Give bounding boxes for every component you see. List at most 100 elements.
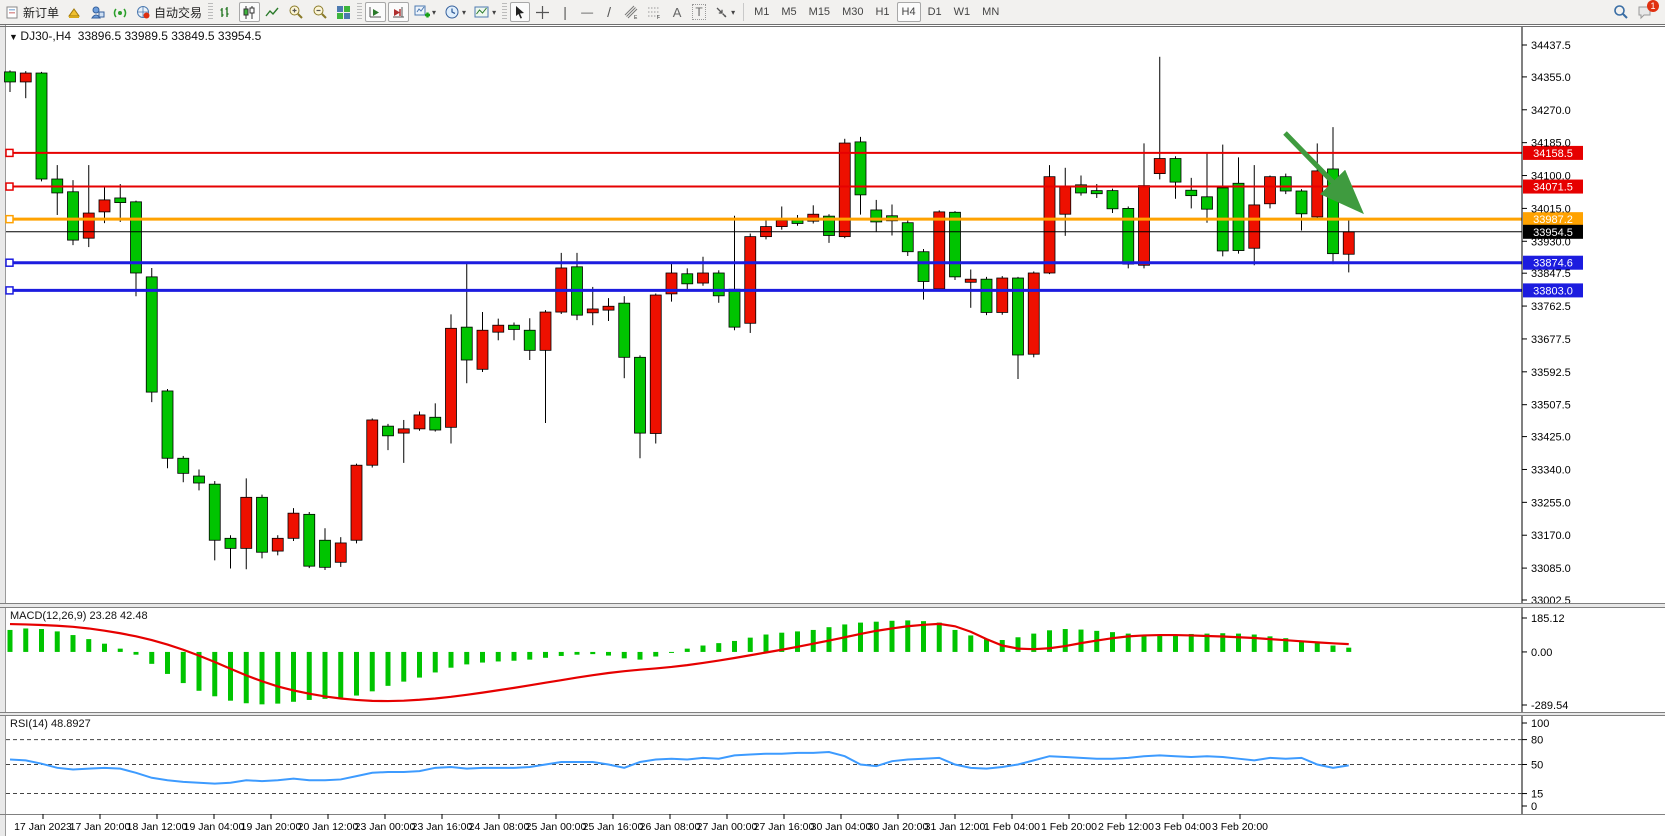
channel-tool[interactable]: E (621, 2, 642, 22)
tab-m5[interactable]: M5 (781, 6, 797, 18)
macd-bar (1283, 638, 1289, 652)
zoom-in-button[interactable] (285, 2, 307, 22)
macd-tick-label: 185.12 (1531, 613, 1565, 625)
candle-body (366, 419, 379, 466)
price-tag-label: 34071.5 (1533, 182, 1573, 194)
text-a-icon: A (672, 4, 682, 20)
macd-bar (558, 651, 564, 656)
vertical-line-tool[interactable]: | (555, 2, 575, 22)
time-tick-label: 18 Jan 12:00 (127, 821, 188, 833)
macd-bar (810, 629, 816, 652)
macd-bar (70, 635, 76, 652)
autotrading-button[interactable]: 自动交易 (133, 2, 205, 22)
hline-anchor[interactable] (5, 182, 14, 191)
macd-bar (936, 622, 942, 652)
autotrading-icon (137, 5, 150, 18)
search-button[interactable] (1610, 2, 1632, 22)
line-chart-button[interactable] (262, 2, 283, 22)
pane-separator[interactable] (0, 712, 1665, 716)
candle-body (240, 496, 253, 549)
macd-bar (921, 621, 926, 652)
tab-w1[interactable]: W1 (953, 6, 971, 18)
macd-bar (1031, 633, 1037, 652)
tab-h4[interactable]: H4 (896, 2, 921, 22)
candle-body (476, 329, 489, 370)
hline-anchor[interactable] (5, 214, 14, 224)
text-box-tool[interactable]: T (689, 2, 709, 22)
time-tick-label: 20 Jan 12:00 (298, 821, 359, 833)
tab-m30[interactable]: M30 (842, 6, 864, 18)
tile-windows-button[interactable] (333, 2, 354, 22)
macd-bar (401, 651, 407, 682)
rsi-tick-label: 80 (1531, 735, 1543, 747)
candle-body (838, 142, 851, 238)
tab-m1[interactable]: M1 (754, 6, 770, 18)
one-click-trading-toggle[interactable]: ▼ (9, 32, 21, 42)
new-chart-button[interactable]: ▾ (411, 2, 439, 22)
price-tag (1523, 212, 1583, 227)
candle-body (114, 197, 127, 204)
svg-text:E: E (634, 15, 638, 20)
time-tick-label: 19 Jan 20:00 (241, 821, 302, 833)
macd-bar (621, 651, 627, 659)
horizontal-line-tool[interactable]: — (577, 2, 597, 22)
macd-bar (763, 634, 769, 652)
candlestick-chart-button[interactable] (239, 2, 261, 22)
macd-bar (574, 651, 580, 655)
candle-body (823, 215, 835, 236)
candle-body (964, 278, 977, 283)
candle-body (775, 219, 788, 227)
hline-anchor[interactable] (5, 286, 14, 295)
tab-m15[interactable]: M15 (808, 6, 831, 18)
macd-bar (1047, 630, 1052, 652)
macd-bar (590, 651, 596, 655)
price-tick-label: 34355.0 (1531, 72, 1571, 84)
macd-bar (448, 651, 454, 668)
price-tick-label: 34437.5 (1531, 40, 1571, 52)
signals-button[interactable] (110, 2, 131, 22)
trend-arrow-annotation[interactable] (1283, 131, 1364, 215)
pane-separator[interactable] (0, 603, 1665, 608)
trendline-tool[interactable]: / (599, 2, 619, 22)
tab-d1[interactable]: D1 (927, 6, 942, 18)
candle-body (1185, 189, 1198, 197)
cursor-button[interactable] (510, 2, 531, 22)
hline-anchor[interactable] (5, 258, 14, 267)
zoom-out-button[interactable] (309, 2, 331, 22)
crosshair-button[interactable] (532, 2, 553, 22)
candle-body (208, 483, 221, 541)
candle-body (508, 324, 520, 330)
tab-h1[interactable]: H1 (875, 6, 890, 18)
tab-mn[interactable]: MN (982, 6, 1000, 18)
bar-chart-button[interactable] (216, 2, 237, 22)
candle-body (1153, 158, 1166, 174)
time-tick-label: 31 Jan 12:00 (925, 821, 986, 833)
auto-scroll-button[interactable] (388, 2, 410, 22)
templates-button[interactable]: ▾ (471, 2, 499, 22)
new-order-button[interactable]: 新订单 (3, 2, 62, 22)
text-label-tool[interactable]: A (667, 2, 687, 22)
auto-scroll-icon (393, 6, 405, 17)
market-watch-button[interactable] (64, 2, 85, 22)
price-tick-label: 33592.5 (1531, 367, 1571, 379)
candle-body (539, 311, 552, 351)
hline-anchor[interactable] (5, 148, 14, 158)
scroll-to-end-button[interactable] (365, 2, 387, 22)
data-window-button[interactable] (87, 2, 108, 22)
rsi-line (9, 751, 1349, 785)
crosshair-icon (536, 5, 550, 19)
macd-bar (212, 651, 218, 697)
notifications-button[interactable]: 1 (1634, 0, 1659, 22)
periods-button[interactable]: ▾ (441, 2, 469, 22)
macd-bar (952, 629, 958, 652)
fibonacci-tool[interactable]: F (644, 2, 665, 22)
candle-body (523, 329, 536, 351)
time-tick-label: 23 Jan 16:00 (412, 821, 473, 833)
macd-bar (747, 637, 753, 652)
time-tick-label: 3 Feb 04:00 (1155, 821, 1211, 833)
macd-bar (700, 645, 706, 652)
macd-bar (669, 651, 674, 653)
arrows-tool[interactable]: ▾ (711, 2, 738, 22)
candle-body (618, 302, 631, 358)
